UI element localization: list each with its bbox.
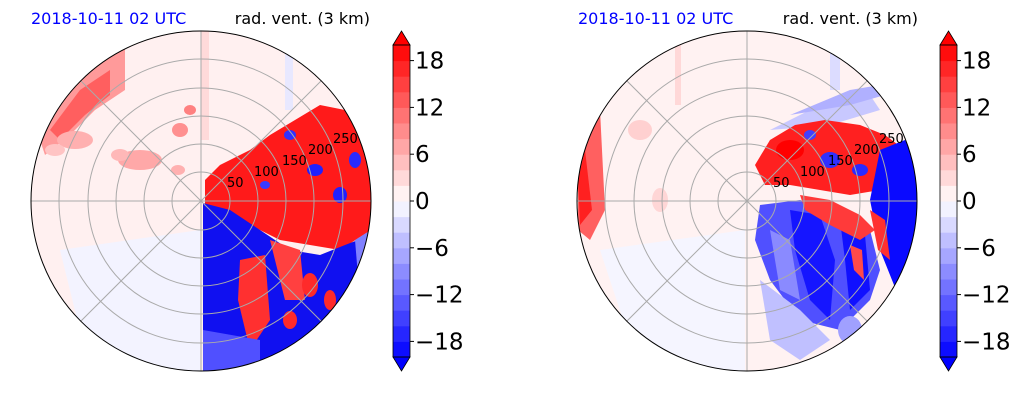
colorbar-level bbox=[940, 232, 957, 249]
panel-1-frame bbox=[30, 30, 372, 372]
colorbar-level bbox=[393, 216, 410, 233]
panel-1-range-rings bbox=[31, 31, 371, 371]
colorbar-level bbox=[393, 310, 410, 327]
colorbar-level bbox=[940, 138, 957, 155]
colorbar-level bbox=[940, 60, 957, 77]
colorbar-level bbox=[393, 169, 410, 186]
colorbar-level bbox=[940, 263, 957, 280]
colorbar-level bbox=[393, 91, 410, 108]
colorbar-level bbox=[940, 247, 957, 264]
colorbar-level bbox=[393, 325, 410, 342]
colorbar-level bbox=[940, 154, 957, 171]
panel-2-range-label-100: 100 bbox=[800, 165, 825, 180]
colorbar-tick-label: −12 bbox=[962, 283, 1011, 309]
colorbar-level bbox=[940, 169, 957, 186]
colorbar-level bbox=[940, 310, 957, 327]
colorbar-level bbox=[393, 201, 410, 218]
panel-2: 2018-10-11 02 UTC rad. vent. (3 km) bbox=[576, 9, 1011, 372]
colorbar-level bbox=[940, 123, 957, 140]
colorbar-level bbox=[940, 185, 957, 202]
colorbar-tick-label: −6 bbox=[415, 236, 449, 262]
colorbar-level bbox=[940, 201, 957, 218]
colorbar-tick-label: −18 bbox=[962, 329, 1011, 355]
panel-1-range-label-200: 200 bbox=[308, 143, 333, 158]
colorbar-level bbox=[393, 232, 410, 249]
panel-1-title-field: rad. vent. (3 km) bbox=[235, 9, 370, 28]
colorbar-tick-label: 0 bbox=[962, 189, 977, 215]
panel-1-colorbar: 18 12 6 0 −6 −12 −18 bbox=[392, 30, 464, 372]
colorbar-level bbox=[940, 341, 957, 358]
colorbar-level bbox=[393, 107, 410, 124]
colorbar-tick-label: 6 bbox=[415, 142, 430, 168]
colorbar-level bbox=[393, 60, 410, 77]
colorbar-tick-label: −6 bbox=[962, 236, 996, 262]
colorbar-level bbox=[393, 263, 410, 280]
colorbar-tick-label: 12 bbox=[415, 95, 444, 121]
colorbar-tick-label: −18 bbox=[415, 329, 464, 355]
colorbar-tick-label: 18 bbox=[415, 49, 444, 75]
colorbar-level bbox=[393, 123, 410, 140]
colorbar-level bbox=[393, 247, 410, 264]
colorbar-level bbox=[940, 294, 957, 311]
panel-1-range-label-50: 50 bbox=[227, 176, 244, 191]
colorbar-level bbox=[940, 325, 957, 342]
colorbar-tick-label: −12 bbox=[415, 283, 464, 309]
colorbar-level bbox=[393, 294, 410, 311]
panel-2-range-label-50: 50 bbox=[773, 176, 790, 191]
panel-2-range-rings bbox=[577, 31, 917, 371]
colorbar-level bbox=[393, 76, 410, 93]
panel-1-title-time: 2018-10-11 02 UTC bbox=[31, 9, 186, 28]
panel-1-range-label-100: 100 bbox=[254, 165, 279, 180]
panel-1-range-label-150: 150 bbox=[282, 154, 307, 169]
panel-2-frame bbox=[576, 30, 918, 372]
colorbar-level bbox=[393, 185, 410, 202]
panel-2-title-time: 2018-10-11 02 UTC bbox=[578, 9, 733, 28]
colorbar-level bbox=[393, 279, 410, 296]
colorbar-level bbox=[940, 91, 957, 108]
colorbar-level bbox=[940, 107, 957, 124]
colorbar-level bbox=[940, 76, 957, 93]
colorbar-level bbox=[940, 45, 957, 62]
panel-2-range-label-250: 250 bbox=[879, 132, 904, 147]
panel-2-range-label-150: 150 bbox=[828, 154, 853, 169]
panel-1-range-label-250: 250 bbox=[333, 132, 358, 147]
colorbar-tick-label: 6 bbox=[962, 142, 977, 168]
colorbar-extend-max bbox=[392, 30, 411, 46]
colorbar-tick-label: 18 bbox=[962, 49, 991, 75]
colorbar-level bbox=[393, 154, 410, 171]
colorbar-extend-min bbox=[939, 356, 958, 372]
colorbar-extend-max bbox=[939, 30, 958, 46]
colorbar-extend-min bbox=[392, 356, 411, 372]
colorbar-tick-label: 0 bbox=[415, 189, 430, 215]
colorbar-level bbox=[940, 216, 957, 233]
panel-1: 2018-10-11 02 UTC rad. vent. (3 km) bbox=[30, 9, 464, 372]
panel-2-range-label-200: 200 bbox=[854, 143, 879, 158]
panel-2-title-field: rad. vent. (3 km) bbox=[783, 9, 918, 28]
colorbar-tick-label: 12 bbox=[962, 95, 991, 121]
colorbar-level bbox=[393, 45, 410, 62]
colorbar-level bbox=[393, 138, 410, 155]
colorbar-level bbox=[393, 341, 410, 358]
colorbar-level bbox=[940, 279, 957, 296]
panel-2-colorbar: 18 12 6 0 −6 −12 −18 bbox=[939, 30, 1011, 372]
